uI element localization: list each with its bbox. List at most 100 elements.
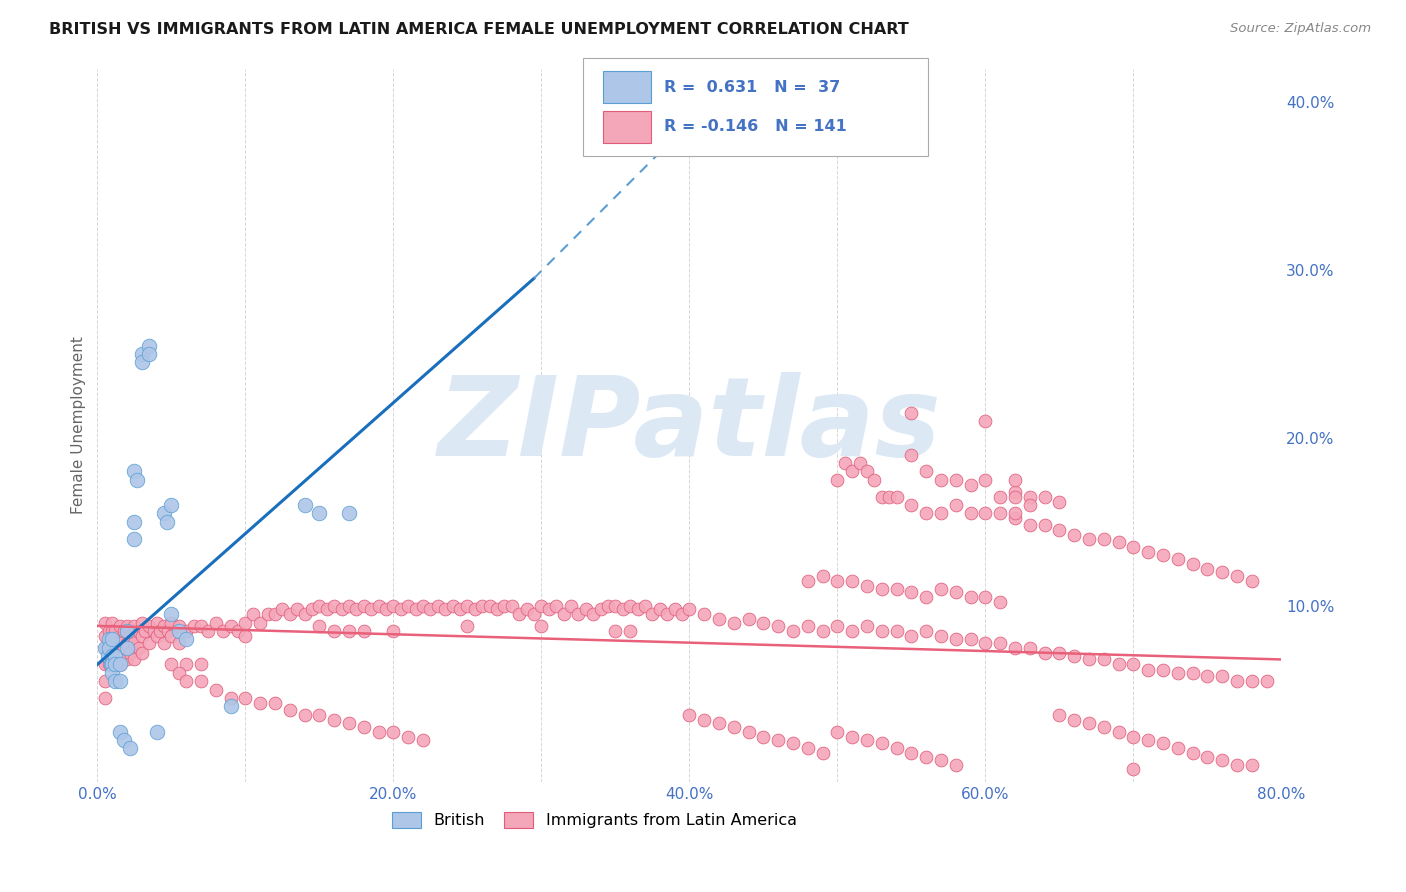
Point xyxy=(553,607,575,621)
Point xyxy=(974,414,997,428)
Point xyxy=(145,724,167,739)
Point xyxy=(235,629,257,643)
Point xyxy=(678,707,700,722)
Point xyxy=(508,607,530,621)
Point xyxy=(945,498,967,512)
Point xyxy=(811,747,834,761)
Point xyxy=(160,615,183,630)
Point xyxy=(827,619,849,633)
Point xyxy=(723,615,745,630)
Point xyxy=(707,612,730,626)
Point xyxy=(1063,528,1085,542)
Point xyxy=(456,619,478,633)
Point xyxy=(353,624,375,638)
Point xyxy=(104,674,127,689)
Point xyxy=(974,473,997,487)
Point xyxy=(834,456,856,470)
Point xyxy=(567,607,589,621)
Point xyxy=(131,355,153,369)
Point xyxy=(1226,674,1249,689)
Point xyxy=(575,602,598,616)
Point xyxy=(605,599,627,613)
Point xyxy=(1152,736,1174,750)
Point xyxy=(915,624,938,638)
Point xyxy=(1122,540,1144,554)
Point xyxy=(1092,652,1115,666)
Point xyxy=(959,632,981,647)
Point xyxy=(523,607,546,621)
Point xyxy=(959,478,981,492)
Point xyxy=(167,665,190,680)
Point xyxy=(104,657,127,672)
Point xyxy=(1004,511,1026,525)
Point xyxy=(797,741,820,756)
Point xyxy=(929,582,952,596)
Point xyxy=(131,347,153,361)
Point xyxy=(190,619,212,633)
Point xyxy=(183,619,205,633)
Point xyxy=(1122,730,1144,744)
Point xyxy=(671,607,693,621)
Point xyxy=(108,724,131,739)
Point xyxy=(115,619,138,633)
Point xyxy=(174,632,197,647)
Point xyxy=(124,532,146,546)
Point xyxy=(271,602,294,616)
Point xyxy=(841,624,863,638)
Point xyxy=(974,635,997,649)
Point xyxy=(167,635,190,649)
Point xyxy=(131,646,153,660)
Point xyxy=(915,507,938,521)
Point xyxy=(360,602,382,616)
Point xyxy=(1122,762,1144,776)
Point xyxy=(98,632,121,647)
Legend: British, Immigrants from Latin America: British, Immigrants from Latin America xyxy=(385,805,803,835)
Point xyxy=(886,624,908,638)
Point xyxy=(1033,646,1056,660)
Point xyxy=(1226,758,1249,772)
Point xyxy=(1108,657,1130,672)
Point xyxy=(530,599,553,613)
Point xyxy=(827,574,849,588)
Point xyxy=(605,624,627,638)
Point xyxy=(945,473,967,487)
Point xyxy=(827,473,849,487)
Point xyxy=(131,615,153,630)
Point xyxy=(396,730,419,744)
Point xyxy=(707,716,730,731)
Point xyxy=(1018,518,1040,533)
Point xyxy=(278,607,301,621)
Y-axis label: Female Unemployment: Female Unemployment xyxy=(72,336,86,514)
Point xyxy=(264,696,287,710)
Point xyxy=(131,629,153,643)
Point xyxy=(115,635,138,649)
Point xyxy=(108,657,131,672)
Point xyxy=(118,741,141,756)
Point xyxy=(128,640,150,655)
Point xyxy=(664,602,686,616)
Point xyxy=(848,456,870,470)
Point xyxy=(626,602,648,616)
Point xyxy=(494,599,516,613)
Point xyxy=(929,507,952,521)
Point xyxy=(900,747,922,761)
Point xyxy=(1240,758,1263,772)
Point xyxy=(1078,652,1101,666)
Point xyxy=(900,448,922,462)
Point xyxy=(1108,535,1130,549)
Point xyxy=(886,741,908,756)
Point xyxy=(959,591,981,605)
Point xyxy=(1018,640,1040,655)
Point xyxy=(219,691,242,706)
Point xyxy=(988,490,1011,504)
Point xyxy=(160,657,183,672)
Point xyxy=(945,758,967,772)
Point xyxy=(412,733,434,747)
Point xyxy=(1033,490,1056,504)
Point xyxy=(1181,557,1204,571)
Point xyxy=(1197,562,1219,576)
Point xyxy=(856,465,879,479)
Point xyxy=(945,585,967,599)
Point xyxy=(204,682,226,697)
Point xyxy=(1047,646,1070,660)
